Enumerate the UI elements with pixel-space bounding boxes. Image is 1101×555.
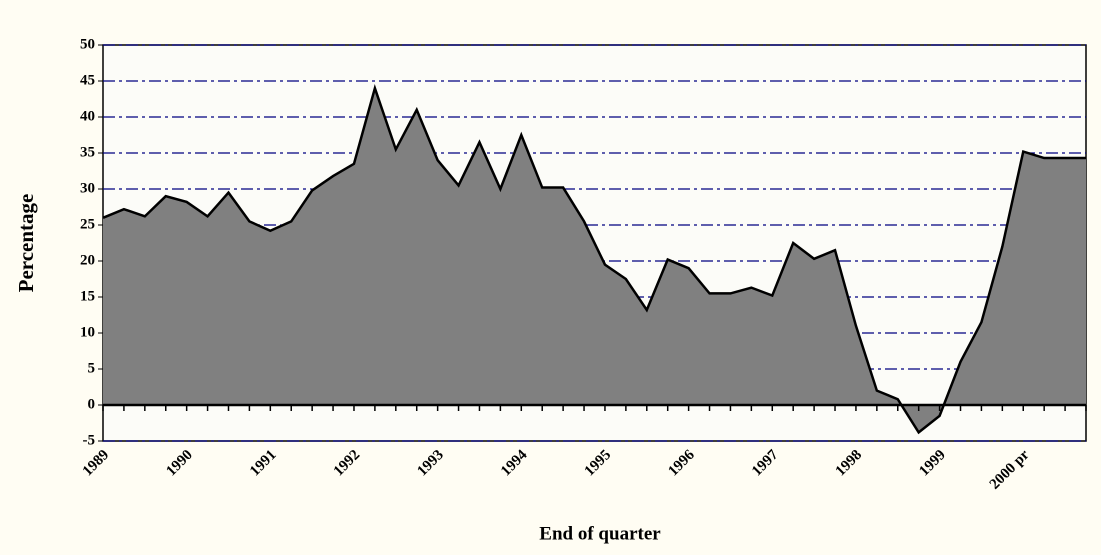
y-tick-label: -5: [83, 432, 96, 448]
x-tick-label: 1999: [916, 447, 949, 480]
y-tick-label: 35: [80, 144, 95, 160]
y-tick-label: 20: [80, 252, 95, 268]
x-tick-label: 1996: [665, 447, 698, 480]
x-tick-label: 1993: [414, 447, 447, 480]
y-tick-label: 15: [80, 288, 95, 304]
y-tick-label: 40: [80, 108, 95, 124]
y-tick-label: 30: [80, 180, 95, 196]
y-tick-label: 10: [80, 324, 95, 340]
x-tick-label: 1995: [582, 447, 615, 480]
x-tick-label: 2000 pr: [987, 447, 1033, 493]
y-tick-label: 45: [80, 72, 95, 88]
x-tick-label: 1994: [498, 447, 531, 480]
y-tick-label: 0: [88, 396, 96, 412]
area: [103, 88, 1086, 433]
x-tick-label: 1991: [247, 447, 280, 480]
y-axis-label: Percentage: [14, 194, 38, 293]
x-tick-label: 1997: [749, 447, 782, 480]
x-axis-label: End of quarter: [539, 523, 661, 544]
x-tick-label: 1992: [331, 447, 364, 480]
x-tick-label: 1989: [80, 447, 113, 480]
x-tick-label: 1998: [833, 447, 866, 480]
y-tick-label: 25: [80, 216, 95, 232]
y-tick-label: 50: [80, 36, 95, 52]
x-tick-label: 1990: [163, 447, 196, 480]
y-tick-label: 5: [88, 360, 96, 376]
area-outline: [102, 83, 1086, 435]
